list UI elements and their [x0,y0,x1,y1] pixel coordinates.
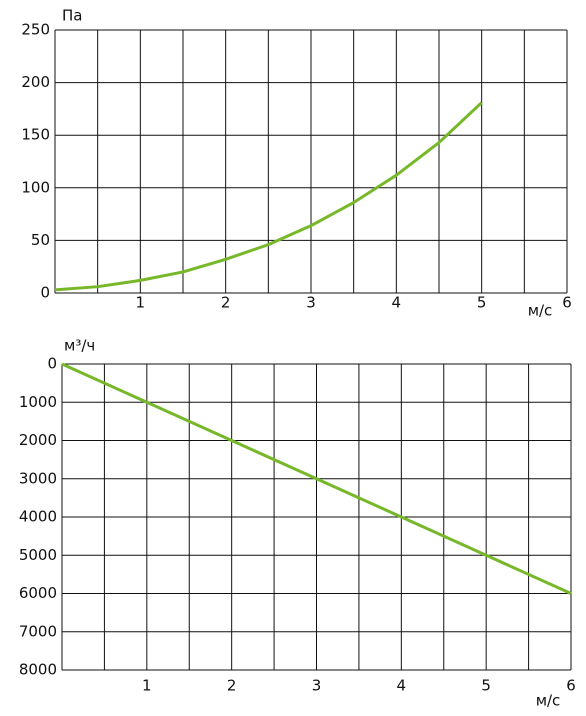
y-tick-label: 250 [21,21,50,39]
y-tick-label: 5000 [19,546,57,564]
x-tick-label: 6 [562,294,572,312]
y-tick-label: 150 [21,126,50,144]
x-tick-label: 5 [481,677,491,695]
y-tick-label: 4000 [19,508,57,526]
x-tick-label: 4 [397,677,407,695]
x-axis-label: м/с [528,302,553,320]
x-tick-label: 2 [227,677,237,695]
data-line [61,362,572,595]
x-tick-label: 6 [566,677,576,695]
data-line [54,101,483,292]
y-tick-label: 100 [21,178,50,196]
x-tick-label: 5 [477,294,487,312]
x-tick-label: 4 [392,294,402,312]
y-axis-label: Па [62,7,82,25]
y-tick-label: 8000 [19,661,57,679]
x-tick-label: 2 [221,294,231,312]
y-tick-label: 1000 [19,393,57,411]
x-axis-label: м/с [536,692,561,710]
x-tick-label: 3 [306,294,316,312]
x-tick-label: 1 [136,294,146,312]
y-tick-label: 7000 [19,622,57,640]
x-tick-label: 3 [312,677,322,695]
y-tick-label: 3000 [19,469,57,487]
y-tick-label: 50 [31,231,50,249]
y-tick-label: 200 [21,73,50,91]
y-tick-label: 2000 [19,431,57,449]
y-tick-label: 0 [47,355,57,373]
x-tick-label: 1 [142,677,152,695]
y-axis-label: м³/ч [64,337,95,355]
y-tick-label: 6000 [19,584,57,602]
y-tick-label: 0 [40,284,50,302]
